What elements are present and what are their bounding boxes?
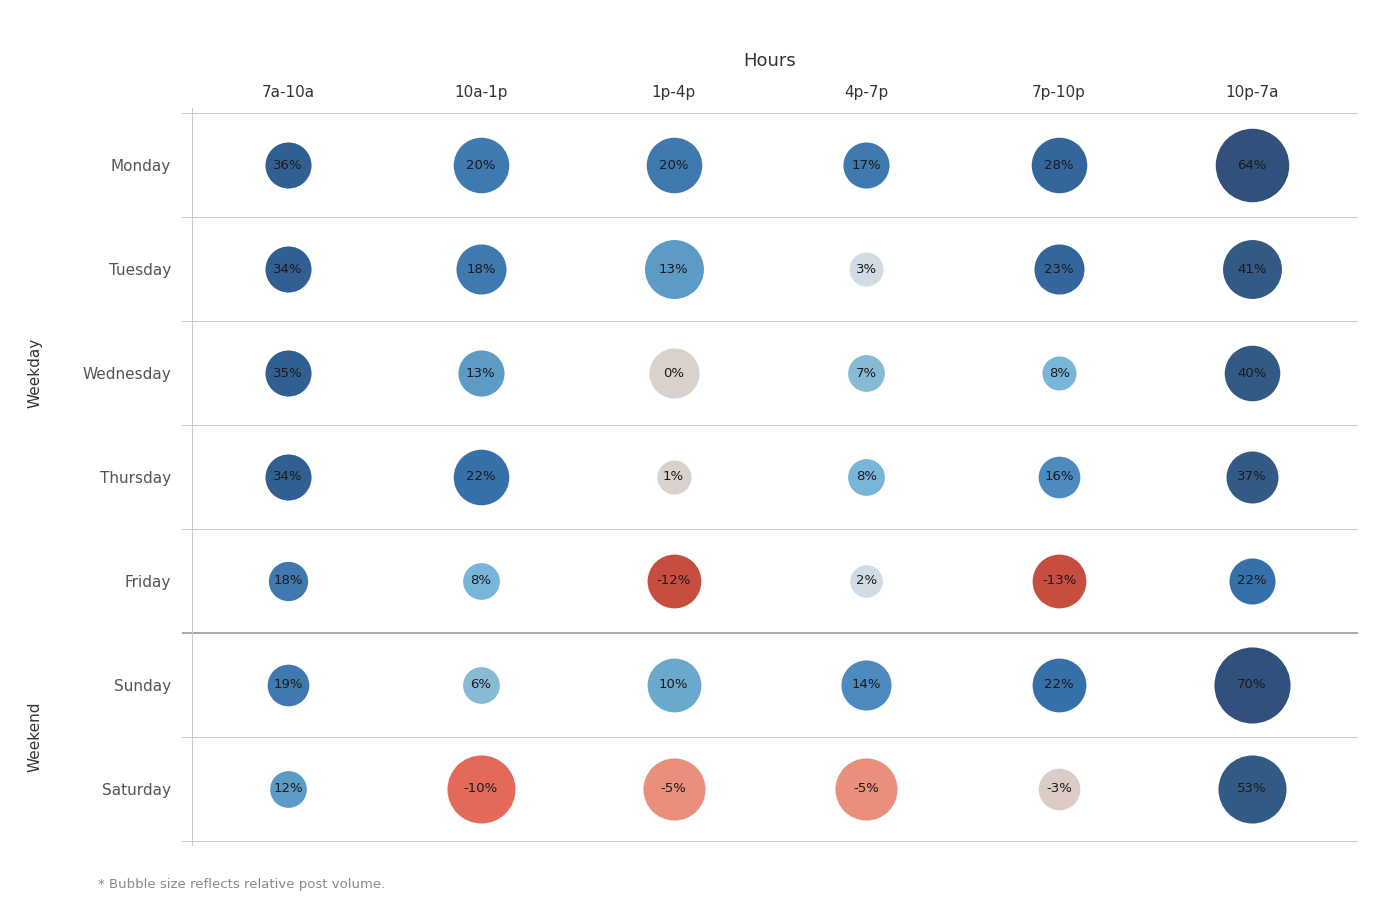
Point <box>662 158 685 173</box>
Point <box>662 366 685 381</box>
Text: 13%: 13% <box>659 263 689 275</box>
Point <box>1049 573 1071 588</box>
Text: 16%: 16% <box>1044 471 1074 483</box>
Point <box>469 573 491 588</box>
Text: 22%: 22% <box>1238 574 1267 588</box>
Point <box>469 678 491 692</box>
Text: 10%: 10% <box>659 679 689 691</box>
Text: 34%: 34% <box>273 263 302 275</box>
Point <box>277 781 300 796</box>
Text: 40%: 40% <box>1238 366 1267 380</box>
Text: 36%: 36% <box>273 158 302 172</box>
Point <box>662 573 685 588</box>
Point <box>1240 158 1263 173</box>
Point <box>1240 573 1263 588</box>
Text: 6%: 6% <box>470 679 491 691</box>
Text: 20%: 20% <box>659 158 689 172</box>
Point <box>469 470 491 484</box>
Text: -13%: -13% <box>1042 574 1077 588</box>
Point <box>1049 366 1071 381</box>
Text: 7%: 7% <box>855 366 876 380</box>
Point <box>469 781 491 796</box>
Point <box>1240 678 1263 692</box>
Text: -12%: -12% <box>657 574 690 588</box>
Text: 20%: 20% <box>466 158 496 172</box>
Text: -10%: -10% <box>463 782 498 796</box>
Text: 0%: 0% <box>664 366 685 380</box>
Text: 22%: 22% <box>466 471 496 483</box>
Point <box>277 158 300 173</box>
Text: -5%: -5% <box>854 782 879 796</box>
Text: -3%: -3% <box>1046 782 1072 796</box>
Point <box>277 573 300 588</box>
Text: Weekday: Weekday <box>28 338 42 409</box>
Text: -5%: -5% <box>661 782 686 796</box>
Text: 13%: 13% <box>466 366 496 380</box>
Point <box>277 366 300 381</box>
Text: 37%: 37% <box>1238 471 1267 483</box>
Text: 41%: 41% <box>1238 263 1267 275</box>
Point <box>277 470 300 484</box>
Point <box>1240 470 1263 484</box>
Point <box>855 573 878 588</box>
Point <box>1049 781 1071 796</box>
Point <box>855 158 878 173</box>
Text: 64%: 64% <box>1238 158 1267 172</box>
Point <box>662 470 685 484</box>
Text: 70%: 70% <box>1238 679 1267 691</box>
Point <box>1049 158 1071 173</box>
Point <box>469 366 491 381</box>
Point <box>855 470 878 484</box>
Point <box>469 158 491 173</box>
Text: 17%: 17% <box>851 158 881 172</box>
Point <box>662 262 685 276</box>
Text: 8%: 8% <box>1049 366 1070 380</box>
Text: 19%: 19% <box>273 679 302 691</box>
Text: 22%: 22% <box>1044 679 1074 691</box>
Text: Weekend: Weekend <box>28 702 42 772</box>
Point <box>1240 262 1263 276</box>
Text: 23%: 23% <box>1044 263 1074 275</box>
Point <box>855 781 878 796</box>
Point <box>469 262 491 276</box>
Text: 1%: 1% <box>664 471 685 483</box>
Text: 34%: 34% <box>273 471 302 483</box>
Point <box>277 678 300 692</box>
Point <box>1240 366 1263 381</box>
Text: 18%: 18% <box>273 574 302 588</box>
Text: * Bubble size reflects relative post volume.: * Bubble size reflects relative post vol… <box>98 878 385 891</box>
Text: 18%: 18% <box>466 263 496 275</box>
Point <box>277 262 300 276</box>
Point <box>1049 262 1071 276</box>
Text: 28%: 28% <box>1044 158 1074 172</box>
Text: 2%: 2% <box>855 574 876 588</box>
Point <box>855 366 878 381</box>
Title: Hours: Hours <box>743 52 797 70</box>
Point <box>1049 470 1071 484</box>
Point <box>1240 781 1263 796</box>
Point <box>855 262 878 276</box>
Text: 35%: 35% <box>273 366 302 380</box>
Point <box>1049 678 1071 692</box>
Text: 8%: 8% <box>855 471 876 483</box>
Point <box>662 781 685 796</box>
Text: 53%: 53% <box>1238 782 1267 796</box>
Text: 14%: 14% <box>851 679 881 691</box>
Text: 8%: 8% <box>470 574 491 588</box>
Text: 3%: 3% <box>855 263 876 275</box>
Text: 12%: 12% <box>273 782 302 796</box>
Point <box>662 678 685 692</box>
Point <box>855 678 878 692</box>
